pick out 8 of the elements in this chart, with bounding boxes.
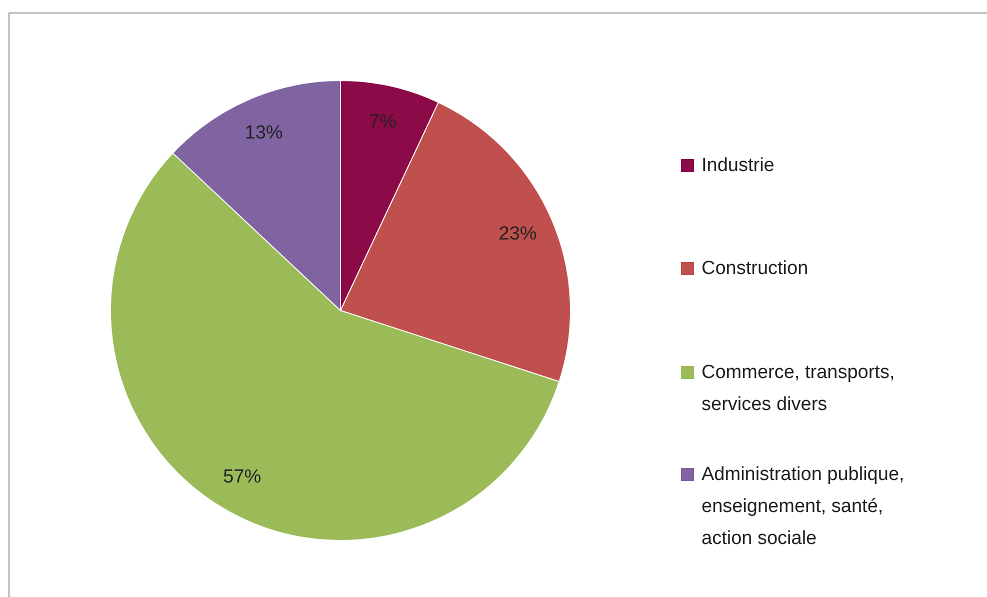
legend-label: Construction bbox=[702, 258, 808, 279]
data-label: 7% bbox=[368, 111, 396, 132]
legend-label: Industrie bbox=[702, 155, 774, 176]
legend-label: Administration publique, enseignement, santé, action sociale bbox=[702, 464, 904, 549]
data-label: 57% bbox=[223, 466, 262, 488]
data-label: 13% bbox=[244, 122, 283, 144]
legend-label: Commerce, transports, services divers bbox=[702, 362, 895, 415]
data-label: 23% bbox=[498, 223, 537, 244]
